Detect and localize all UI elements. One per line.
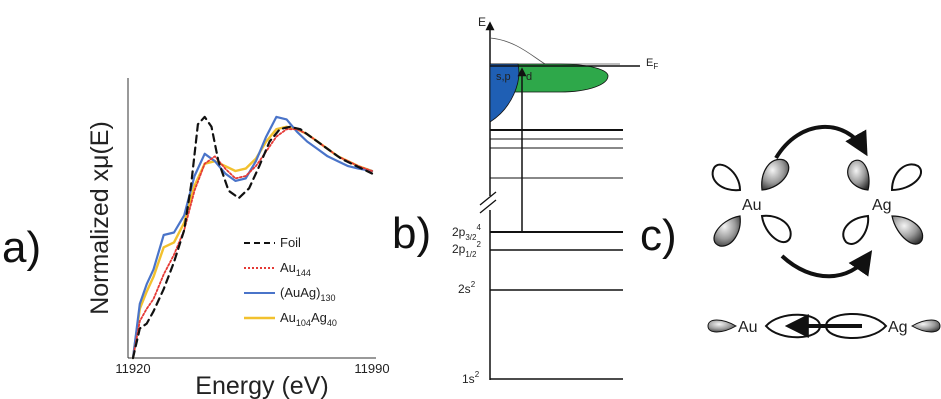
legend-label-au104ag40-tail-sub: 40 xyxy=(327,318,337,328)
series-line-foil xyxy=(131,115,374,360)
level-label-1s: 1s2 xyxy=(462,370,480,386)
transfer-arrow-bottom xyxy=(780,250,873,279)
panel-c: c) Au Ag Au Ag xyxy=(640,125,941,339)
level-label-2p12: 2p1/22 xyxy=(452,240,481,259)
chart-series-layer xyxy=(131,115,374,360)
bond-label-ag: Ag xyxy=(888,319,908,336)
chart-x-axis-title: Energy (eV) xyxy=(195,372,328,399)
panel-a-label: a) xyxy=(2,223,41,272)
ag-lobe-bottom-left xyxy=(842,214,870,245)
axis-break xyxy=(479,191,498,214)
legend-label-au104ag40-sub: 104 xyxy=(296,318,311,328)
chart-legend: Foil Au144 (AuAg)130 Au104Ag40 xyxy=(244,235,337,328)
level-1s-base: 1s xyxy=(462,372,475,386)
legend-label-au144-sub: 144 xyxy=(296,268,311,278)
panel-b: b) E s,p d EF 2p3/24 xyxy=(392,15,658,386)
level-2p12-sub: 1/2 xyxy=(465,250,477,259)
au-lobe-top-right xyxy=(761,158,790,191)
au-lobe-bottom-left xyxy=(713,215,741,247)
ag-lobe-top-left xyxy=(847,159,870,191)
ag-lobe-top-right xyxy=(890,163,922,192)
legend-label-au144: Au144 xyxy=(280,260,311,278)
level-2p32-sup: 4 xyxy=(476,223,481,232)
au-lobe-bottom-right xyxy=(760,214,792,244)
legend-label-au104ag40-base: Au xyxy=(280,310,296,325)
au-d-orbital xyxy=(711,158,792,247)
fermi-label-sub: F xyxy=(653,62,658,71)
x-tick-label-start: 11920 xyxy=(115,361,150,376)
level-2p12-base: 2p xyxy=(452,242,466,256)
atom-label-au: Au xyxy=(742,197,762,214)
bond-au-outer-lobe xyxy=(707,319,738,333)
legend-entry-auag130: (AuAg)130 xyxy=(244,285,336,303)
atom-label-ag: Ag xyxy=(872,197,892,214)
bond-label-au: Au xyxy=(738,319,758,336)
level-2p32-sub: 3/2 xyxy=(465,233,477,242)
d-band-label: d xyxy=(526,71,532,83)
legend-entry-foil: Foil xyxy=(244,235,301,250)
level-2p12-sup: 2 xyxy=(476,240,481,249)
level-label-2s: 2s2 xyxy=(458,280,476,296)
legend-entry-au144: Au144 xyxy=(244,260,311,278)
ag-lobe-bottom-right xyxy=(891,215,924,245)
legend-label-au104ag40-tail: Ag xyxy=(311,310,327,325)
sp-band-label: s,p xyxy=(496,71,511,83)
legend-label-auag130-base: (AuAg) xyxy=(280,285,320,300)
energy-axis-label: E xyxy=(478,15,486,29)
series-line-auag-130 xyxy=(131,115,374,360)
level-label-2p32: 2p3/24 xyxy=(452,223,481,242)
panel-b-label: b) xyxy=(392,209,431,258)
legend-label-auag130: (AuAg)130 xyxy=(280,285,336,303)
legend-label-au144-base: Au xyxy=(280,260,296,275)
legend-label-au104ag40: Au104Ag40 xyxy=(280,310,337,328)
au-lobe-top-left xyxy=(711,163,742,192)
level-2p32-base: 2p xyxy=(452,225,466,239)
level-1s-sup: 2 xyxy=(475,370,480,379)
legend-entry-au104ag40: Au104Ag40 xyxy=(244,310,337,328)
x-tick-label-end: 11990 xyxy=(354,361,389,376)
legend-label-foil: Foil xyxy=(280,235,301,250)
dos-outline xyxy=(489,37,620,65)
chart-y-axis-title: Normalized xμ(E) xyxy=(86,121,114,315)
fermi-level-label: EF xyxy=(646,57,658,71)
level-2s-sup: 2 xyxy=(471,280,476,289)
legend-label-auag130-sub: 130 xyxy=(320,293,335,303)
level-2s-base: 2s xyxy=(458,282,471,296)
fermi-label-base: E xyxy=(646,57,653,69)
bond-ag-outer-lobe xyxy=(910,319,941,333)
panel-c-label: c) xyxy=(640,211,677,260)
transfer-arrow-top xyxy=(774,125,868,160)
bond-schematic xyxy=(707,313,941,339)
sp-band xyxy=(489,63,520,123)
panel-a: a) Normalized xμ(E) Energy (eV) 11920 11… xyxy=(2,78,390,399)
ag-d-orbital xyxy=(842,159,924,245)
